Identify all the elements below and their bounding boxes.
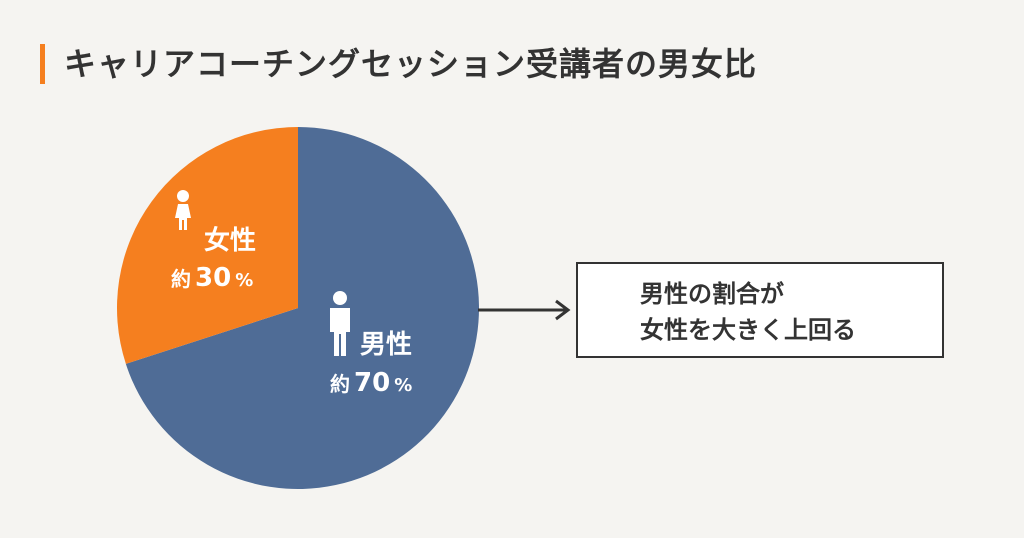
callout-arrow [478, 299, 571, 321]
pie-label-male-value: 約 70% [330, 368, 412, 398]
woman-icon [175, 190, 191, 230]
callout-line-2: 女性を大きく上回る [640, 316, 856, 344]
page-title: キャリアコーチングセッション受講者の男女比 [64, 45, 758, 83]
callout-line-1: 男性の割合が [640, 280, 784, 308]
pie-label-female-name: 女性 [204, 225, 256, 256]
title-accent-bar [40, 44, 45, 84]
pie-slice-female [116, 127, 298, 364]
pie-slice-male [125, 127, 480, 489]
pie-label-male-name: 男性 [360, 330, 412, 360]
callout-box: 男性の割合が 女性を大きく上回る [576, 262, 944, 358]
man-icon [330, 291, 350, 356]
pie-label-female-value: 約 30% [171, 263, 253, 293]
